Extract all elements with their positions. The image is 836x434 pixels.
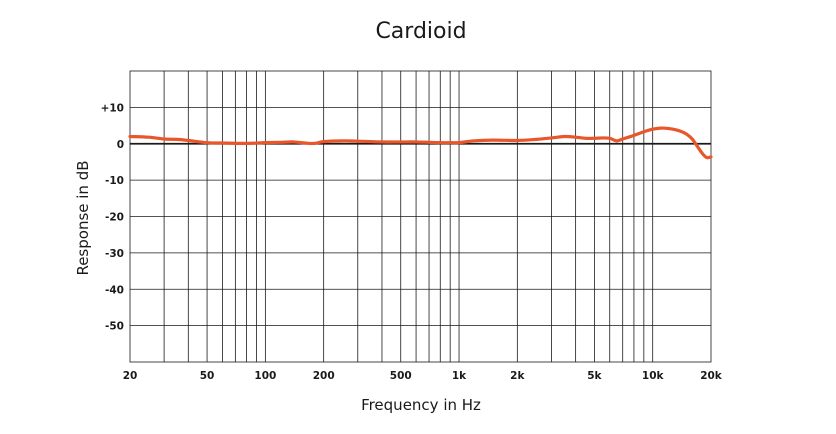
grid: [130, 71, 711, 362]
tick-labels: 20 50 100 200 500 1k 2k 5k 10k 20k +10 0 -10 -20 -30 -4…: [101, 102, 723, 382]
chart-title: Cardioid: [375, 19, 466, 44]
x-tick-label: 50: [200, 370, 215, 382]
y-tick-label: -50: [105, 321, 124, 333]
y-tick-label: -20: [105, 212, 124, 224]
x-tick-label: 100: [254, 370, 276, 382]
x-tick-label: 200: [313, 370, 335, 382]
y-tick-label: 0: [117, 139, 124, 151]
x-axis-title: Frequency in Hz: [361, 396, 481, 414]
y-tick-label: -40: [105, 284, 124, 296]
y-tick-label: -30: [105, 248, 124, 260]
x-tick-label: 1k: [452, 370, 467, 382]
x-tick-label: 20k: [700, 370, 723, 382]
series-layer: [128, 126, 713, 160]
y-tick-label: +10: [101, 102, 124, 114]
y-axis-title: Response in dB: [74, 160, 92, 275]
x-tick-label: 500: [390, 370, 412, 382]
response-curve: [128, 126, 713, 160]
x-tick-label: 10k: [642, 370, 665, 382]
x-tick-label: 5k: [587, 370, 602, 382]
x-tick-label: 2k: [510, 370, 525, 382]
y-tick-label: -10: [105, 175, 124, 187]
plot-frame: [129, 70, 712, 363]
x-tick-label: 20: [123, 370, 138, 382]
